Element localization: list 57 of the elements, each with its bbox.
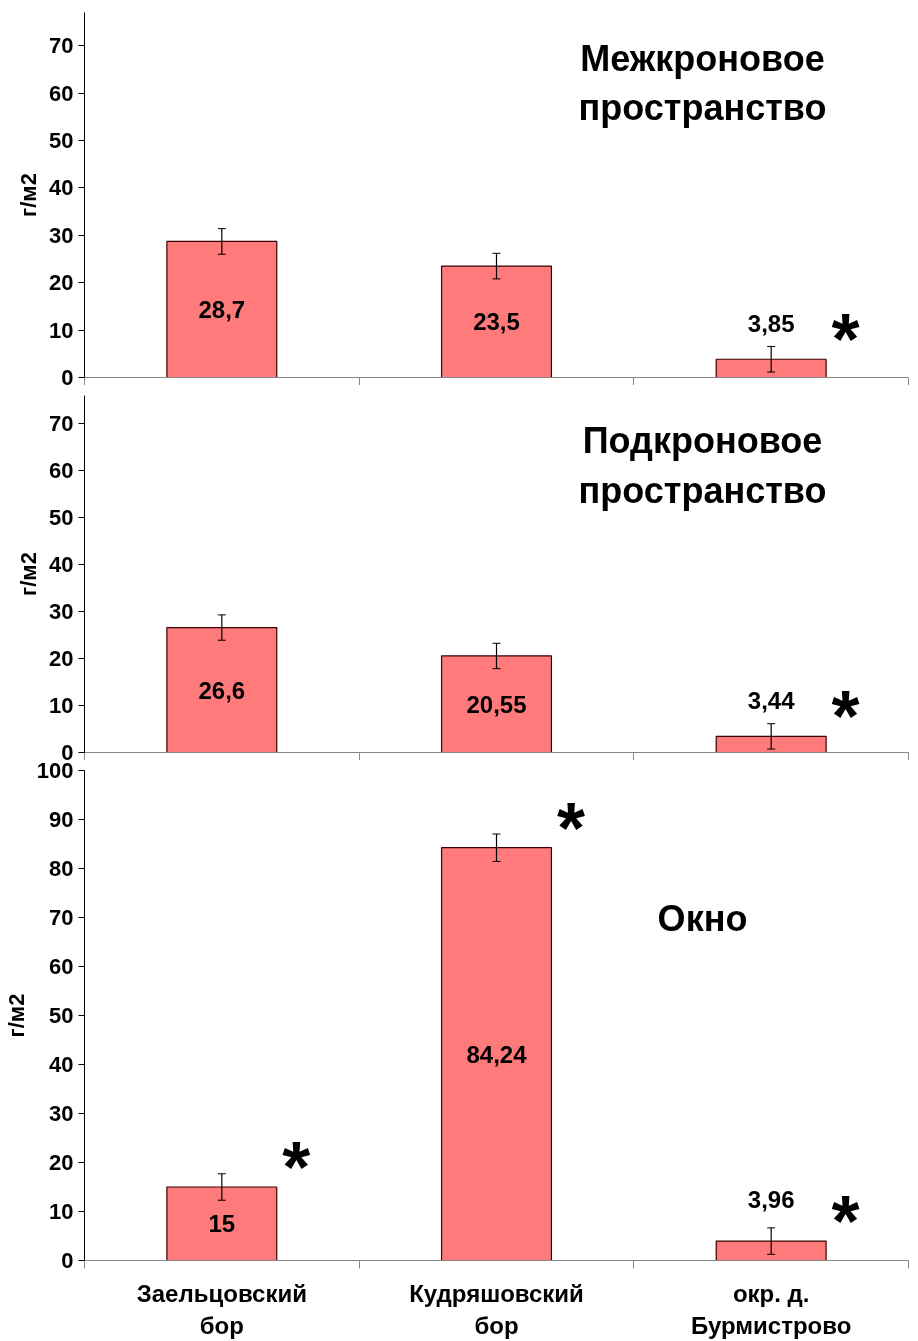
y-tick-label: 50 (49, 1003, 74, 1028)
data-label: 28,7 (198, 295, 246, 323)
y-tick-label: 20 (49, 1150, 74, 1175)
y-tick-label: 20 (49, 646, 74, 672)
y-tick-label: 30 (49, 222, 74, 248)
bar (166, 1186, 278, 1261)
data-label: 15 (208, 1210, 236, 1238)
text: Окно (657, 897, 748, 939)
annotation: * (282, 1127, 311, 1207)
y-tick-label: 40 (49, 1052, 74, 1077)
y-tick-label: 30 (49, 1101, 74, 1126)
y-tick-label: 20 (49, 270, 74, 296)
annotation: * (831, 1181, 860, 1262)
y-tick-label: 50 (49, 505, 74, 531)
x-tick-label: Заельцовский бор (136, 1279, 307, 1339)
text: Подкроновое пространство (578, 420, 827, 511)
x-tick-label: Кудряшовский бор (409, 1279, 584, 1339)
bar (166, 626, 278, 753)
y-tick-label: 40 (49, 552, 74, 578)
y-tick-label: 40 (49, 175, 74, 201)
y-tick-label: 90 (49, 807, 74, 832)
y-tick-label: 30 (49, 599, 74, 625)
y-tick-label: 10 (49, 1199, 74, 1224)
bar (440, 265, 553, 378)
bar (715, 358, 827, 378)
text: Межкроновое пространство (578, 38, 827, 129)
annotation: * (556, 787, 585, 868)
y-tick-label: 60 (49, 80, 74, 106)
y-tick-label: 0 (61, 1248, 74, 1273)
bar (440, 847, 553, 1261)
annotation: * (831, 299, 860, 380)
data-label: 3,85 (747, 309, 795, 337)
y-tick-label: 70 (49, 33, 74, 59)
y-tick-label: 70 (49, 411, 74, 437)
y-tick-label: 60 (49, 458, 74, 484)
data-label: 84,24 (466, 1040, 528, 1068)
y-axis-title: г/м2 (16, 552, 42, 596)
bar (166, 240, 278, 378)
bar (715, 1240, 827, 1261)
bar (440, 655, 553, 753)
y-tick-label: 70 (49, 905, 74, 930)
data-label: 3,96 (747, 1186, 795, 1214)
y-axis-title: г/м2 (3, 993, 29, 1038)
bar (715, 735, 827, 753)
y-axis-title: г/м2 (16, 173, 42, 217)
y-tick-label: 10 (49, 317, 74, 343)
data-label: 26,6 (198, 676, 246, 704)
data-label: 3,44 (747, 687, 796, 715)
y-tick-label: 10 (49, 693, 74, 719)
data-label: 20,55 (466, 690, 527, 718)
annotation: * (831, 676, 860, 757)
y-tick-label: 0 (61, 365, 74, 390)
y-tick-label: 60 (49, 954, 74, 979)
y-tick-label: 80 (49, 856, 74, 881)
x-tick-label: окр. д. Бурмистрово (691, 1279, 852, 1339)
y-tick-label: 50 (49, 127, 74, 153)
data-label: 23,5 (473, 308, 520, 336)
